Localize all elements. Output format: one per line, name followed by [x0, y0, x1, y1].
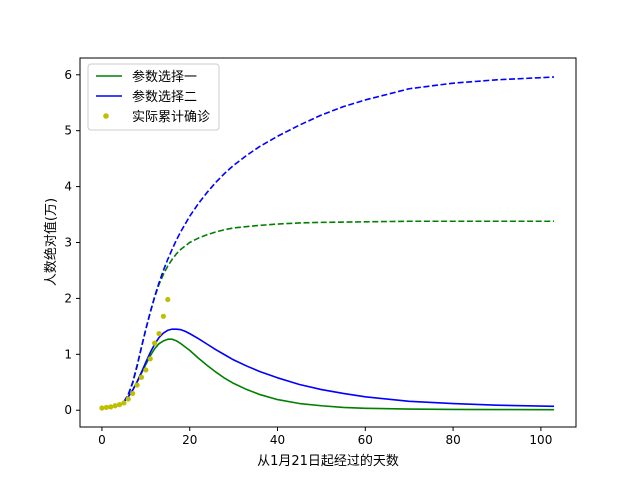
x-axis-label: 从1月21日起经过的天数	[257, 453, 399, 469]
y-tick-label: 6	[64, 68, 72, 82]
legend-label-series-2: 参数选择二	[132, 89, 197, 105]
legend-box	[87, 63, 220, 131]
y-tick-label: 3	[64, 236, 72, 250]
x-axis-ticks: 0 20 40 60 80 100	[98, 427, 552, 447]
plot-frame	[79, 57, 577, 428]
series-line-2	[123, 328, 555, 408]
scatter-point	[160, 313, 166, 319]
series-line-4	[123, 76, 555, 403]
scatter-point	[138, 374, 145, 380]
scatter-point	[152, 340, 158, 346]
scatter-point	[143, 367, 149, 373]
plot-area	[99, 76, 555, 411]
y-tick-label: 5	[64, 124, 72, 138]
scatter-point	[108, 404, 114, 410]
y-axis-ticks: 0 1 2 3 4 5 6	[64, 68, 80, 417]
scatter-point	[130, 390, 136, 397]
scatter-point	[147, 356, 153, 362]
scatter-point	[116, 402, 123, 408]
x-tick-label: 60	[358, 433, 373, 447]
scatter-point	[121, 400, 127, 406]
x-tick-label: 40	[270, 433, 285, 447]
y-axis-label: 人数绝对值(万)	[43, 198, 59, 286]
x-tick-label: 20	[182, 433, 197, 447]
scatter-point	[99, 405, 105, 411]
scatter-point	[103, 404, 109, 411]
scatter-point	[125, 396, 131, 402]
legend-label-series-1: 参数选择一	[132, 69, 197, 85]
scatter-point	[165, 296, 171, 303]
y-tick-label: 1	[64, 347, 72, 361]
scatter-point	[134, 382, 140, 388]
legend-swatch-scatter	[103, 113, 109, 119]
series-line-1	[123, 338, 555, 411]
y-tick-label: 4	[64, 180, 72, 194]
y-tick-label: 0	[64, 403, 72, 417]
scatter-point	[112, 403, 118, 409]
y-tick-label: 2	[64, 291, 72, 305]
legend: 参数选择一 参数选择二 实际累计确诊	[87, 63, 220, 131]
x-tick-label: 80	[445, 433, 460, 447]
x-tick-label: 0	[98, 433, 106, 447]
x-tick-label: 100	[529, 433, 552, 447]
legend-label-scatter: 实际累计确诊	[132, 110, 210, 125]
scatter-point	[156, 331, 162, 337]
